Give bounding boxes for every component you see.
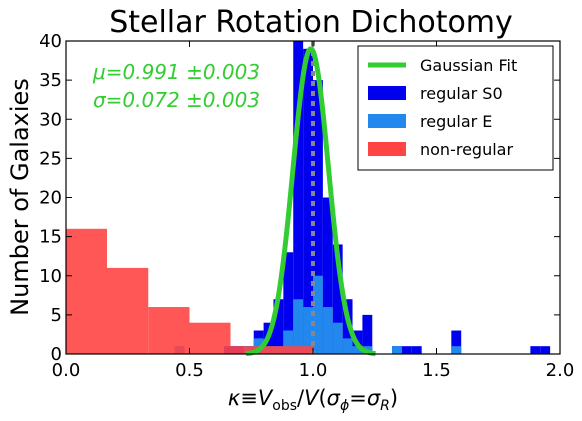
plot-area: 0.0 0.5 1.0 1.5 2.0 0 5 10 15 20 25 30 35 40	[39, 31, 574, 381]
y-axis-label: Number of Galaxies	[6, 78, 34, 316]
gaussian-fit-layer	[243, 46, 378, 357]
bar-regular-e-9	[322, 307, 333, 354]
y-tick-label-3: 15	[39, 227, 62, 248]
bar-regular-s0-10	[313, 80, 323, 355]
chart-title: Stellar Rotation Dichotomy	[109, 5, 513, 40]
bar-regular-s0-9	[303, 48, 313, 354]
bars-layer	[66, 41, 551, 355]
bar-regular-e-15	[451, 346, 462, 354]
y-tick-label-4: 20	[39, 188, 62, 209]
x-tick-label-2: 1.0	[299, 360, 328, 381]
bar-regular-e-8	[313, 275, 323, 354]
bar-regular-s0-7	[283, 252, 294, 354]
bar-non-regular-4	[230, 346, 272, 354]
y-tick-label-8: 40	[39, 31, 62, 52]
bar-regular-s0-20	[530, 346, 541, 354]
bar-regular-s0-8	[293, 41, 304, 354]
bar-non-regular-3	[189, 322, 231, 354]
annotation-sigma: σ=0.072 ±0.003	[93, 88, 260, 112]
bar-regular-s0-17	[401, 346, 412, 354]
legend: Gaussian Fit regular S0 regular E non-re…	[357, 45, 554, 171]
y-tick-label-2: 10	[39, 266, 62, 287]
x-tick-label-1: 0.5	[175, 360, 204, 381]
bar-regular-s0-21	[540, 346, 551, 354]
bar-non-regular-5	[271, 346, 313, 354]
bar-regular-e-12	[352, 346, 363, 354]
legend-swatch-non-regular	[368, 142, 406, 156]
bar-regular-s0-6	[273, 299, 284, 354]
bar-regular-s0-18	[411, 346, 422, 354]
annotation-mu: μ=0.991 ±0.003	[92, 60, 260, 84]
bar-regular-s0-15	[362, 314, 373, 355]
legend-swatch-regular-e	[368, 114, 406, 128]
ticks-layer: 0.0 0.5 1.0 1.5 2.0 0 5 10 15 20 25 30 35 40	[39, 31, 574, 381]
bar-regular-e-10	[332, 322, 343, 354]
bar-regular-s0-12	[332, 244, 343, 354]
x-tick-label-3: 1.5	[422, 360, 451, 381]
y-tick-label-6: 30	[39, 109, 62, 130]
legend-label-non-regular: non-regular	[420, 140, 513, 159]
bar-regular-s0-19	[451, 330, 462, 354]
bar-regular-e-2	[253, 338, 264, 354]
x-tick-label-0: 0.0	[52, 360, 81, 381]
gaussian-fit-curve	[243, 46, 378, 357]
y-tick-label-0: 0	[51, 344, 62, 365]
bar-non-regular-1	[107, 267, 149, 354]
bar-regular-e-11	[342, 338, 353, 354]
bar-regular-e-5	[283, 330, 294, 354]
bar-non-regular-2	[148, 307, 190, 354]
bar-regular-e-7	[303, 307, 313, 354]
legend-swatch-regular-s0	[368, 86, 406, 100]
y-tick-label-5: 25	[39, 148, 62, 169]
legend-label-regular-s0: regular S0	[420, 84, 503, 103]
x-tick-label-4: 2.0	[546, 360, 575, 381]
x-axis-label: κ≡Vobs/V(σϕ=σR)	[228, 386, 398, 414]
y-tick-label-1: 5	[51, 305, 62, 326]
bar-non-regular-0	[66, 228, 107, 354]
legend-label-regular-e: regular E	[420, 112, 492, 131]
y-tick-label-7: 35	[39, 70, 62, 91]
bar-regular-s0-11	[322, 197, 333, 354]
bar-regular-e-6	[293, 299, 304, 354]
legend-label-gaussian-fit: Gaussian Fit	[420, 56, 517, 75]
bar-regular-e-14	[392, 346, 402, 354]
